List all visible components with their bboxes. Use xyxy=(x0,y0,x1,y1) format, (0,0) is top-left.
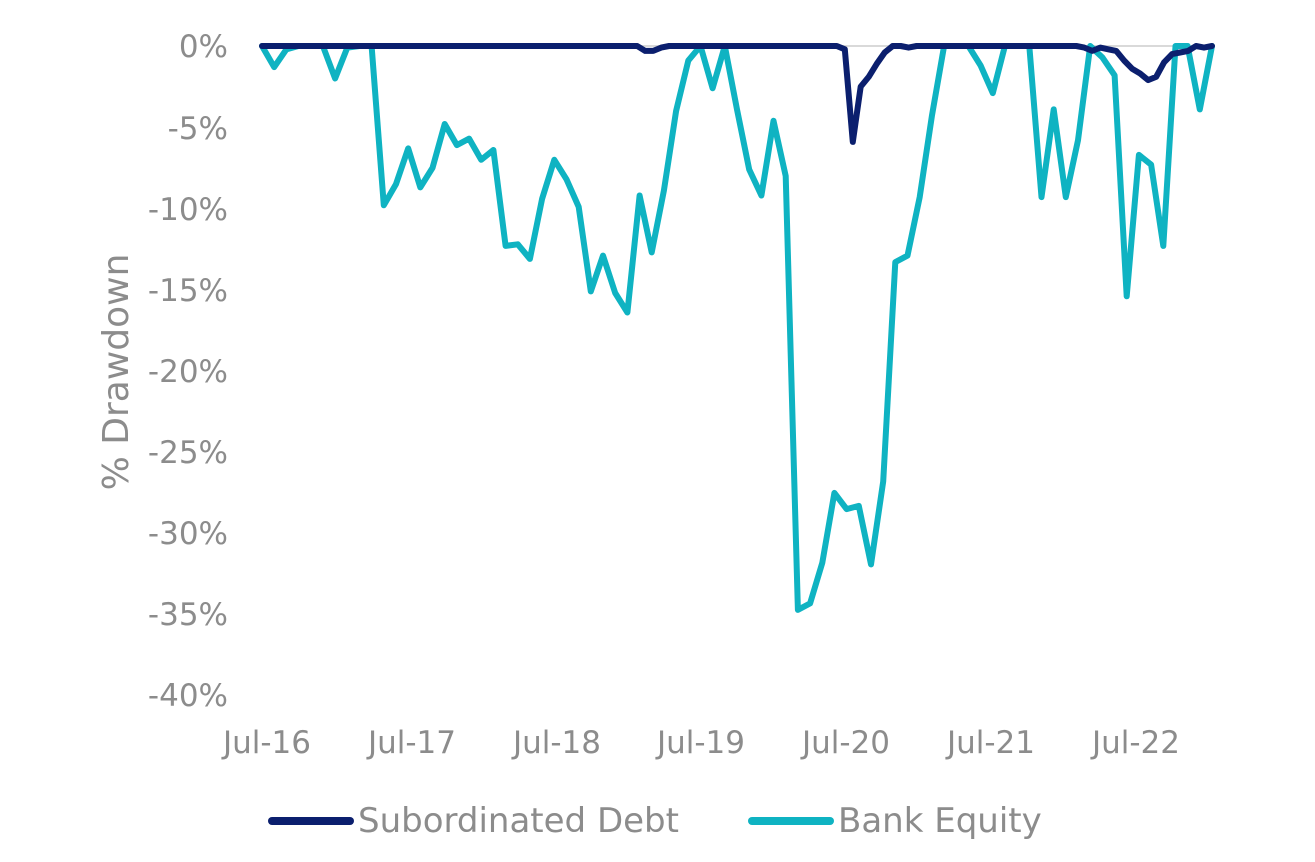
legend-label-bank-equity: Bank Equity xyxy=(838,801,1042,841)
series-layer xyxy=(259,43,1215,613)
series-line-bank-equity xyxy=(259,43,1215,613)
y-tick-label: -40% xyxy=(148,678,228,714)
y-tick-label: -25% xyxy=(148,435,228,471)
series-line-subordinated-debt xyxy=(259,43,1215,145)
x-tick-label: Jul-18 xyxy=(511,725,601,761)
x-tick-label: Jul-16 xyxy=(221,725,311,761)
y-tick-label: -10% xyxy=(148,192,228,228)
x-tick-label: Jul-19 xyxy=(655,725,745,761)
x-tick-label: Jul-22 xyxy=(1090,725,1180,761)
y-tick-label: 0% xyxy=(179,29,228,65)
y-tick-label: -20% xyxy=(148,354,228,390)
y-axis: 0% -5% -10% -15% -20% -25% -30% -35% -40… xyxy=(148,29,228,714)
y-axis-title: % Drawdown xyxy=(96,254,137,491)
x-tick-label: Jul-20 xyxy=(800,725,890,761)
x-tick-label: Jul-17 xyxy=(366,725,456,761)
legend: Subordinated Debt Bank Equity xyxy=(268,801,1042,841)
y-tick-label: -15% xyxy=(148,273,228,309)
y-tick-label: -35% xyxy=(148,597,228,633)
legend-label-subordinated-debt: Subordinated Debt xyxy=(358,801,679,841)
y-tick-label: -30% xyxy=(148,516,228,552)
y-tick-label: -5% xyxy=(168,111,228,147)
x-tick-label: Jul-21 xyxy=(945,725,1035,761)
x-axis: Jul-16 Jul-17 Jul-18 Jul-19 Jul-20 Jul-2… xyxy=(221,725,1180,761)
